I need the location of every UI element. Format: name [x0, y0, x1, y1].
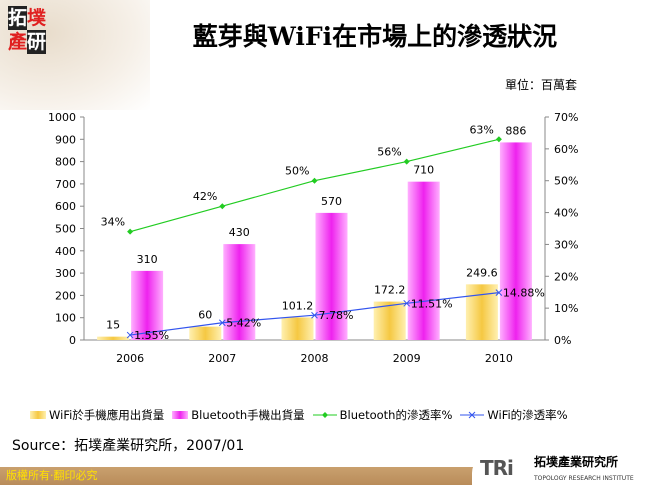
legend-swatch [172, 411, 189, 419]
legend-label: Bluetooth的滲透率% [339, 408, 453, 422]
bar-bluetooth [131, 270, 164, 340]
data-label: 249.6 [466, 266, 498, 279]
marker-diamond [311, 177, 318, 184]
right-tick-label: 0% [554, 334, 571, 347]
x-tick-label: 2006 [116, 352, 144, 365]
bar-wifi [97, 336, 130, 340]
x-tick-label: 2009 [393, 352, 421, 365]
copyright-text: 版權所有‧翻印必究 [6, 469, 98, 482]
brand-name: 拓墣產業研究所 [534, 455, 619, 469]
marker-x [311, 311, 318, 319]
legend-swatch [460, 411, 485, 419]
data-label: 34% [101, 216, 125, 229]
legend-label: Bluetooth手機出貨量 [191, 408, 305, 422]
left-tick-label: 200 [55, 289, 76, 302]
data-label: 15 [106, 319, 120, 332]
brand-logo: TRi 拓墣產業研究所 TOPOLOGY RESEARCH INSTITUTE [472, 453, 650, 485]
data-label: 172.2 [374, 284, 406, 297]
brand-name-en: TOPOLOGY RESEARCH INSTITUTE [534, 475, 634, 482]
data-label: 710 [413, 164, 434, 177]
legend-item: WiFi的滲透率% [460, 408, 568, 422]
source-note: Source：拓墣產業研究所，2007/01 [12, 438, 245, 454]
marker-diamond [219, 203, 226, 210]
left-tick-label: 900 [55, 133, 76, 146]
left-tick-label: 600 [55, 200, 76, 213]
x-tick-label: 2008 [301, 352, 329, 365]
bar-wifi [373, 301, 406, 340]
data-label: 5.42% [226, 317, 261, 330]
left-tick-label: 300 [55, 267, 76, 280]
x-tick-label: 2010 [485, 352, 513, 365]
right-tick-label: 50% [554, 175, 578, 188]
right-tick-label: 60% [554, 143, 578, 156]
data-label: 7.78% [319, 309, 354, 322]
data-label: 101.2 [282, 299, 314, 312]
right-tick-label: 40% [554, 207, 578, 220]
legend: WiFi於手機應用出貨量 Bluetooth手機出貨量 Bluetooth的滲透… [30, 408, 568, 422]
data-label: 60 [198, 309, 212, 322]
data-label: 1.55% [134, 329, 169, 342]
data-label: 50% [285, 165, 309, 178]
data-label: 886 [505, 124, 526, 137]
marker-diamond [403, 158, 410, 165]
legend-item: WiFi於手機應用出貨量 [30, 408, 164, 422]
chart: 0 100 200 300 400 500 600 700 800 900 1000 0% 10% 20%… [48, 111, 578, 365]
data-label: 430 [229, 226, 250, 239]
bar-wifi [281, 317, 314, 340]
logo-char: 研 [27, 30, 46, 54]
marker-x [126, 331, 134, 339]
marker-x [218, 319, 226, 327]
data-label: 42% [193, 190, 217, 203]
x-tick-label: 2007 [208, 352, 236, 365]
bar-bluetooth [407, 181, 440, 340]
legend-item: Bluetooth手機出貨量 [172, 408, 305, 422]
left-tick-label: 400 [55, 245, 76, 258]
legend-item: Bluetooth的滲透率% [312, 408, 453, 422]
left-tick-label: 100 [55, 312, 76, 325]
right-tick-label: 30% [554, 238, 578, 251]
logo-char: 墣 [27, 7, 46, 29]
logo-char: 產 [8, 31, 27, 53]
left-tick-label: 700 [55, 178, 76, 191]
right-tick-label: 70% [554, 111, 578, 124]
line-bluetooth [129, 138, 500, 233]
legend-label: WiFi的滲透率% [487, 408, 568, 422]
bar-bluetooth [315, 212, 348, 340]
logo-char: 拓 [8, 6, 27, 30]
page-title: 藍芽與WiFi在市場上的滲透狀況 [192, 22, 558, 51]
right-tick-label: 10% [554, 302, 578, 315]
data-label: 14.88% [503, 287, 545, 300]
left-tick-label: 1000 [48, 111, 76, 124]
data-label: 56% [377, 146, 401, 159]
bar-bluetooth [223, 244, 256, 340]
marker-x [495, 289, 503, 296]
data-label: 11.51% [411, 297, 453, 310]
marker-diamond [127, 228, 134, 235]
legend-swatch [312, 412, 337, 418]
logo: 拓墣產研 [8, 6, 48, 56]
left-tick-label: 800 [55, 156, 76, 169]
left-tick-label: 500 [55, 223, 76, 236]
left-tick-label: 0 [69, 334, 76, 347]
legend-label: WiFi於手機應用出貨量 [49, 408, 165, 422]
data-label: 63% [469, 123, 493, 136]
data-label: 310 [137, 253, 158, 266]
marker-x [403, 299, 411, 307]
bar-bluetooth [499, 142, 532, 340]
data-label: 570 [321, 195, 342, 208]
right-tick-label: 20% [554, 270, 578, 283]
marker-diamond [495, 136, 502, 143]
legend-swatch [30, 411, 46, 419]
bar-wifi [189, 326, 222, 340]
brand-mark: TRi [480, 456, 514, 480]
unit-label: 單位：百萬套 [505, 78, 578, 92]
